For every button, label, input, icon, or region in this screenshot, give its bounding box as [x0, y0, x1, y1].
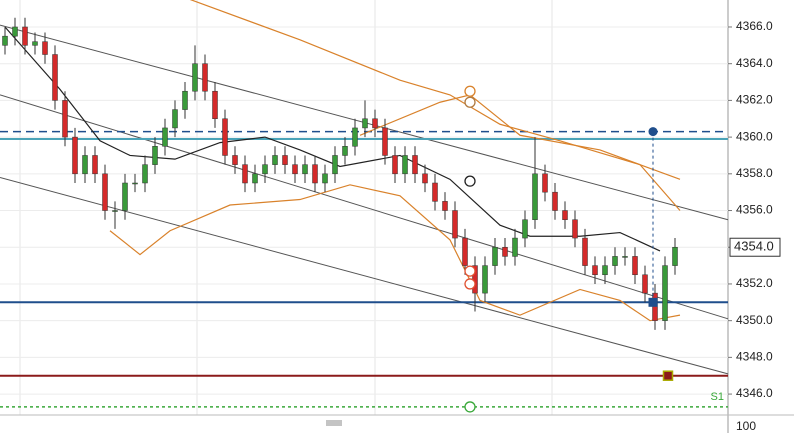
y-tick-label: 4366.0 — [736, 19, 773, 33]
y-tick-label: 4364.0 — [736, 56, 773, 70]
candle-body — [352, 127, 358, 147]
level-label: S1 — [711, 391, 724, 403]
marker — [464, 278, 476, 290]
candle-body — [142, 164, 148, 184]
candle-body — [2, 35, 8, 46]
candle-body — [562, 210, 568, 220]
candle-body — [442, 201, 448, 211]
candle-body — [242, 164, 248, 184]
candle-body — [572, 219, 578, 239]
marker — [464, 96, 476, 108]
candle-body — [322, 173, 328, 184]
candle-body — [632, 256, 638, 276]
candle-body — [32, 41, 38, 46]
y-tick-label: 4362.0 — [736, 93, 773, 107]
y-tick-label: 4356.0 — [736, 203, 773, 217]
candle-body — [212, 90, 218, 120]
candle-body — [412, 155, 418, 175]
channel-line — [0, 177, 729, 375]
candle-body — [392, 155, 398, 175]
y-tick-label: 4360.0 — [736, 129, 773, 143]
y-tick-label: 4350.0 — [736, 313, 773, 327]
candle-body — [532, 173, 538, 220]
y-tick-label: 4358.0 — [736, 166, 773, 180]
candle-body — [302, 164, 308, 175]
marker — [662, 370, 674, 381]
y-tick-label: 4348.0 — [736, 350, 773, 364]
grid — [0, 26, 728, 395]
candle-body — [592, 265, 598, 276]
indicator-line — [189, 0, 681, 180]
candle-body — [482, 265, 488, 294]
candle-body — [42, 41, 48, 55]
price-label: 4354.0 — [734, 239, 774, 254]
candle-body — [172, 109, 178, 129]
candle-body — [152, 146, 158, 165]
candle-body — [292, 164, 298, 175]
y-tick-label: 4352.0 — [736, 276, 773, 290]
candle-body — [232, 155, 238, 165]
candle-body — [192, 63, 198, 92]
candle-body — [382, 127, 388, 156]
indicator-line — [4, 26, 661, 252]
candle-body — [182, 90, 188, 110]
candle-body — [112, 210, 118, 212]
candle-body — [582, 237, 588, 266]
candle-body — [502, 246, 508, 257]
candle-body — [332, 155, 338, 175]
marker — [464, 85, 476, 97]
candle-body — [402, 155, 408, 175]
candle-body — [552, 191, 558, 211]
candle-body — [262, 164, 268, 175]
indicator-line — [109, 184, 681, 322]
candle-body — [132, 182, 138, 185]
candle-body — [252, 173, 258, 184]
candle-body — [22, 26, 28, 46]
candle-body — [272, 155, 278, 165]
candle-body — [492, 246, 498, 266]
candle-body — [92, 155, 98, 175]
candle-body — [422, 173, 428, 184]
candle-body — [522, 219, 528, 239]
candle-body — [462, 237, 468, 266]
candle-body — [222, 118, 228, 156]
y-tick-label: 4346.0 — [736, 386, 773, 400]
marker — [464, 265, 476, 277]
candle-body — [202, 63, 208, 92]
candle-body — [102, 173, 108, 211]
candle-body — [312, 164, 318, 184]
indicator-line — [359, 94, 681, 211]
candle-body — [282, 155, 288, 165]
candle-body — [662, 265, 668, 321]
candle-body — [512, 237, 518, 257]
price-box — [729, 237, 781, 257]
candle-body — [432, 182, 438, 202]
candle-body — [372, 118, 378, 129]
candle-body — [542, 173, 548, 193]
candle-body — [602, 265, 608, 276]
candle-body — [122, 182, 128, 211]
candle-body — [452, 210, 458, 239]
candle-body — [652, 292, 658, 321]
marker — [464, 175, 476, 187]
candle-body — [72, 136, 78, 175]
candle-body — [62, 100, 68, 138]
candle-body — [642, 274, 648, 294]
candle-body — [342, 146, 348, 156]
candle-body — [672, 246, 678, 266]
candle-body — [52, 54, 58, 101]
candle-body — [12, 26, 18, 37]
candle-body — [362, 118, 368, 129]
candle-body — [82, 155, 88, 175]
candle-body — [162, 127, 168, 147]
candle-body — [622, 256, 628, 258]
candle-body — [612, 256, 618, 266]
marker — [464, 401, 476, 413]
panel-handle[interactable] — [326, 420, 342, 426]
lower-tick-label: 100 — [736, 419, 756, 433]
